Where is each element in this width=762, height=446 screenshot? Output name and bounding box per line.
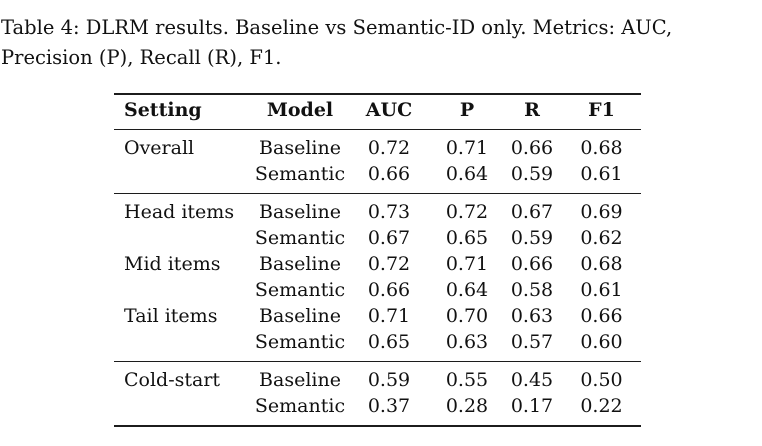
column-header-r: R (524, 99, 540, 121)
table-row: Semantic 0.66 0.64 0.58 0.61 (114, 277, 641, 303)
cell-metric-r: 0.63 (510, 305, 554, 327)
column-header-f1: F1 (588, 99, 615, 121)
cell-metric-f1: 0.61 (580, 163, 623, 185)
cell-metric-f1: 0.22 (580, 395, 623, 417)
table-row: Semantic 0.67 0.65 0.59 0.62 (114, 225, 641, 251)
cell-metric-f1: 0.60 (580, 331, 623, 353)
cell-metric-auc: 0.72 (367, 253, 411, 275)
column-header-auc: AUC (365, 99, 413, 121)
cell-model: Baseline (259, 305, 341, 327)
table-row: Mid items Baseline 0.72 0.71 0.66 0.68 (114, 251, 641, 277)
column-header-setting: Setting (124, 99, 202, 121)
table-row: Tail items Baseline 0.71 0.70 0.63 0.66 (114, 303, 641, 329)
cell-model: Semantic (254, 331, 346, 353)
cell-metric-p: 0.64 (445, 279, 489, 301)
cell-metric-p: 0.63 (445, 331, 489, 353)
cell-setting: Head items (124, 201, 235, 223)
cell-metric-r: 0.57 (510, 331, 554, 353)
cell-model: Baseline (259, 369, 341, 391)
table-row: Overall Baseline 0.72 0.71 0.66 0.68 (114, 130, 641, 162)
cell-metric-p: 0.55 (445, 369, 489, 391)
cell-metric-f1: 0.68 (580, 137, 623, 159)
cell-metric-auc: 0.73 (367, 201, 411, 223)
cell-metric-p: 0.28 (445, 395, 489, 417)
cell-metric-f1: 0.62 (580, 227, 623, 249)
cell-metric-f1: 0.61 (580, 279, 623, 301)
cell-metric-p: 0.72 (445, 201, 489, 223)
cell-metric-r: 0.67 (510, 201, 554, 223)
table-row: Semantic 0.65 0.63 0.57 0.60 (114, 329, 641, 362)
cell-model: Semantic (254, 227, 346, 249)
cell-setting: Overall (124, 137, 195, 159)
cell-metric-auc: 0.59 (367, 369, 411, 391)
cell-metric-auc: 0.66 (367, 279, 411, 301)
cell-metric-p: 0.71 (445, 137, 489, 159)
cell-setting: Cold-start (124, 369, 221, 391)
table-row: Cold-start Baseline 0.59 0.55 0.45 0.50 (114, 362, 641, 394)
cell-metric-auc: 0.65 (367, 331, 411, 353)
cell-model: Semantic (254, 163, 346, 185)
cell-metric-p: 0.71 (445, 253, 489, 275)
table-section: Overall Baseline 0.72 0.71 0.66 0.68 Semantic 0… (114, 130, 641, 194)
table-header: Setting Model AUC P R F1 (114, 94, 641, 130)
table-row: Semantic 0.37 0.28 0.17 0.22 (114, 393, 641, 426)
cell-model: Semantic (254, 279, 346, 301)
table-section: Cold-start Baseline 0.59 0.55 0.45 0.50 Semant… (114, 361, 641, 427)
cell-metric-auc: 0.71 (367, 305, 411, 327)
cell-model: Baseline (259, 253, 341, 275)
cell-metric-r: 0.66 (510, 253, 554, 275)
column-header-p: P (459, 99, 475, 121)
cell-metric-p: 0.64 (445, 163, 489, 185)
header-row: Setting Model AUC P R F1 (114, 94, 641, 130)
cell-metric-r: 0.59 (510, 163, 554, 185)
cell-metric-f1: 0.69 (580, 201, 623, 223)
cell-metric-auc: 0.67 (367, 227, 411, 249)
cell-metric-r: 0.17 (510, 395, 554, 417)
cell-metric-f1: 0.68 (580, 253, 623, 275)
cell-setting: Mid items (124, 253, 221, 275)
cell-metric-p: 0.65 (445, 227, 489, 249)
results-table: Setting Model AUC P R F1 Overall Baseline 0.72 0… (114, 93, 641, 427)
cell-model: Semantic (254, 395, 346, 417)
column-header-model: Model (266, 99, 334, 121)
cell-metric-auc: 0.66 (367, 163, 411, 185)
cell-metric-auc: 0.72 (367, 137, 411, 159)
cell-model: Baseline (259, 137, 341, 159)
cell-metric-f1: 0.66 (580, 305, 623, 327)
table-section: Head items Baseline 0.73 0.72 0.67 0.69 Semant… (114, 193, 641, 362)
cell-setting (114, 277, 254, 303)
table-row: Semantic 0.66 0.64 0.59 0.61 (114, 161, 641, 194)
cell-metric-p: 0.70 (445, 305, 489, 327)
cell-setting (114, 393, 254, 426)
cell-metric-r: 0.45 (510, 369, 554, 391)
cell-setting: Tail items (124, 305, 218, 327)
cell-setting (114, 161, 254, 194)
table-row: Head items Baseline 0.73 0.72 0.67 0.69 (114, 194, 641, 226)
cell-metric-r: 0.58 (510, 279, 554, 301)
cell-setting (114, 329, 254, 362)
cell-metric-f1: 0.50 (580, 369, 623, 391)
table-caption: Table 4: DLRM results. Baseline vs Seman… (1, 16, 673, 69)
cell-setting (114, 225, 254, 251)
cell-metric-r: 0.59 (510, 227, 554, 249)
cell-metric-r: 0.66 (510, 137, 554, 159)
cell-metric-auc: 0.37 (367, 395, 411, 417)
cell-model: Baseline (259, 201, 341, 223)
